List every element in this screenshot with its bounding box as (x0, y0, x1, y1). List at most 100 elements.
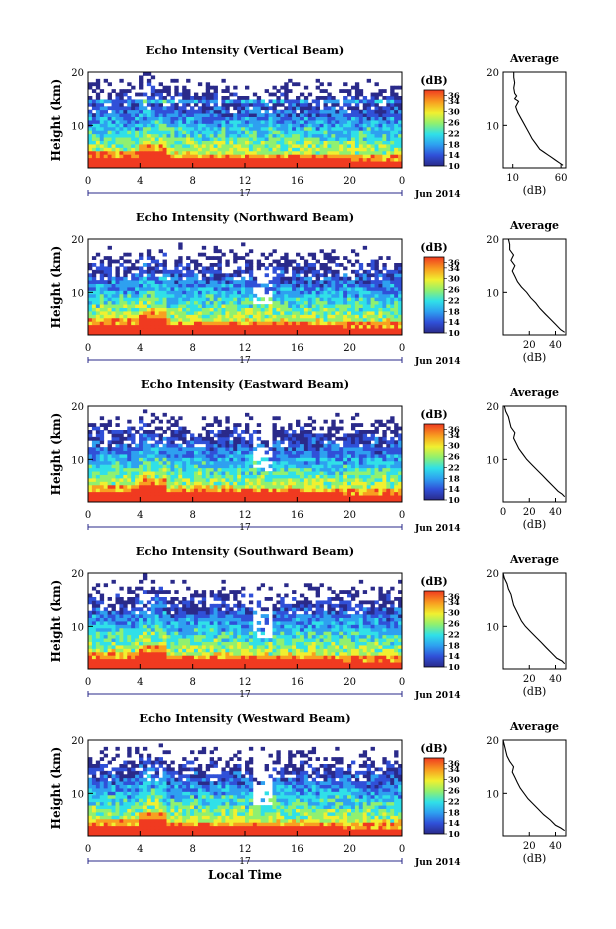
heatmap-cell (91, 116, 97, 121)
heatmap-cell (284, 150, 289, 155)
heatmap-cell (339, 491, 344, 496)
heatmap-cell (119, 464, 124, 469)
heatmap-cell (378, 99, 383, 104)
heatmap-cell (264, 290, 269, 295)
heatmap-cell (88, 273, 93, 278)
heatmap-cell (174, 450, 179, 455)
heatmap-cell (288, 109, 293, 114)
heatmap-cell (370, 140, 375, 145)
heatmap-cell (382, 314, 387, 319)
heatmap-cell (366, 484, 372, 489)
heatmap-cell (241, 123, 246, 128)
heatmap-cell (288, 324, 293, 329)
heatmap-cell (233, 460, 238, 465)
heatmap-cell (182, 321, 187, 326)
heatmap-cell (296, 273, 301, 278)
heatmap-cell (299, 474, 305, 479)
heatmap-cell (252, 116, 258, 121)
heatmap-cell (193, 478, 199, 482)
heatmap-cell (111, 324, 116, 329)
heatmap-cell (350, 454, 356, 458)
heatmap-cell (154, 116, 160, 121)
heatmap-cell (119, 450, 124, 455)
heatmap-cell (339, 311, 344, 315)
heatmap-cell (119, 144, 124, 148)
heatmap-cell (386, 491, 391, 496)
heatmap-cell (358, 293, 364, 298)
heatmap-cell (303, 454, 309, 458)
heatmap-cell (131, 123, 136, 128)
heatmap-cell (296, 263, 301, 267)
heatmap-cell (241, 484, 246, 489)
heatmap-cell (170, 433, 175, 438)
heatmap-cell (186, 147, 191, 152)
heatmap-cell (158, 331, 163, 336)
heatmap-cell (382, 484, 387, 489)
heatmap-cell (331, 440, 336, 445)
heatmap-cell (362, 123, 368, 128)
heatmap-cell (88, 317, 93, 322)
heatmap-cell (276, 133, 281, 138)
heatmap-cell (354, 491, 360, 496)
heatmap-cell (170, 157, 175, 162)
heatmap-cell (146, 137, 152, 141)
panel-2: Echo Intensity (Northward Beam)2010Heigh… (49, 210, 567, 367)
heatmap-cell (150, 140, 156, 145)
heatmap-cell (111, 321, 116, 326)
heatmap-cell (103, 481, 109, 486)
heatmap-cell (221, 307, 226, 312)
heatmap-cell (307, 481, 313, 486)
heatmap-cell (91, 280, 97, 284)
heatmap-cell (99, 276, 105, 281)
heatmap-cell (362, 106, 368, 111)
heatmap-cell (323, 109, 328, 114)
heatmap-cell (209, 157, 215, 162)
heatmap-cell (268, 150, 273, 155)
heatmap-cell (303, 304, 309, 308)
heatmap-cell (119, 488, 124, 493)
heatmap-cell (386, 280, 391, 284)
heatmap-cell (394, 290, 399, 295)
heatmap-cell (378, 154, 383, 159)
heatmap-cell (354, 144, 360, 148)
heatmap-cell (131, 133, 136, 138)
heatmap-cell (296, 495, 301, 499)
heatmap-cell (327, 99, 332, 104)
heatmap-cell (233, 474, 238, 479)
heatmap-cell (280, 321, 285, 326)
heatmap-cell (178, 304, 183, 308)
heatmap-cell (292, 126, 297, 131)
heatmap-cell (374, 290, 379, 295)
heatmap-cell (378, 273, 383, 278)
heatmap-cell (221, 123, 226, 128)
heatmap-cell (350, 307, 356, 312)
heatmap-cell (135, 311, 140, 315)
heatmap-cell (248, 460, 254, 465)
heatmap-cell (178, 133, 183, 138)
heatmap-cell (174, 109, 179, 114)
heatmap-cell (288, 78, 293, 83)
heatmap-cell (146, 266, 152, 271)
heatmap-cell (193, 109, 199, 114)
heatmap-cell (292, 454, 297, 458)
heatmap-cell (378, 92, 383, 97)
heatmap-cell (335, 311, 340, 315)
heatmap-cell (245, 324, 250, 329)
heatmap-cell (119, 280, 124, 284)
heatmap-cell (394, 273, 399, 278)
heatmap-cell (142, 276, 148, 281)
heatmap-cell (193, 460, 199, 465)
heatmap-cell (343, 99, 348, 104)
heatmap-cell (221, 133, 226, 138)
heatmap-cell (119, 126, 124, 131)
heatmap-cell (99, 321, 105, 326)
heatmap-cell (95, 300, 101, 305)
heatmap-cell (233, 126, 238, 131)
heatmap-cell (91, 324, 97, 329)
heatmap-cell (264, 106, 269, 111)
heatmap-cell (99, 324, 105, 329)
heatmap-cell (241, 269, 246, 274)
heatmap-cell (146, 126, 152, 131)
heatmap-cell (182, 307, 187, 312)
heatmap-cell (252, 126, 258, 131)
